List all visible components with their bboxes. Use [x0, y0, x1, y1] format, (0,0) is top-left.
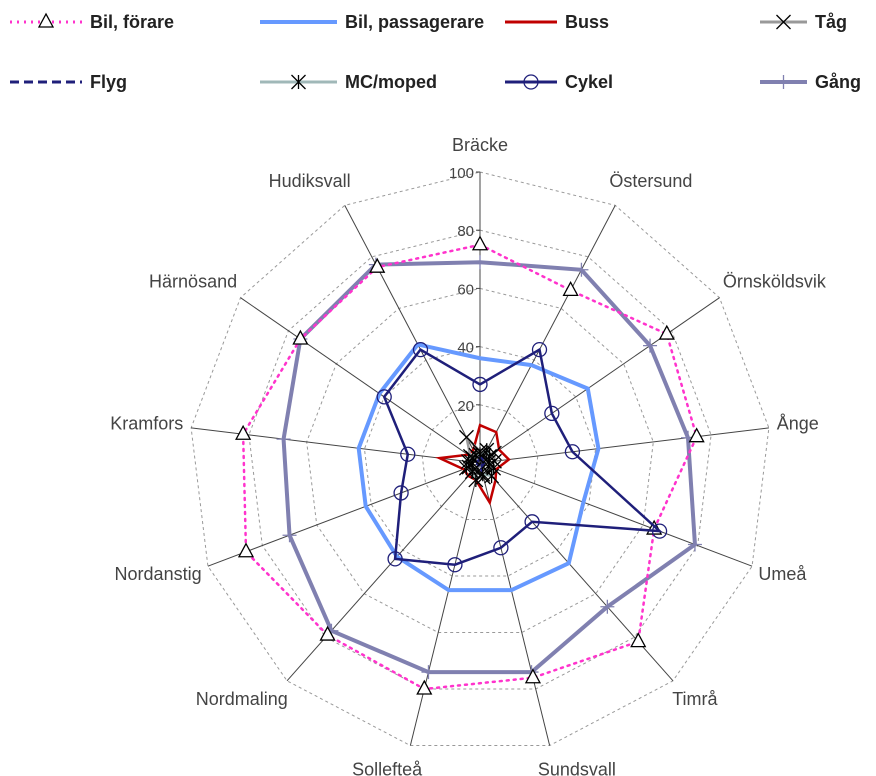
category-label: Ånge — [777, 414, 819, 434]
legend-item: Bil, förare — [10, 12, 174, 32]
marker — [292, 329, 309, 345]
marker — [447, 557, 463, 573]
marker — [282, 528, 297, 543]
marker — [471, 235, 489, 251]
marker — [37, 12, 55, 28]
marker — [524, 668, 542, 684]
marker — [643, 338, 658, 353]
legend-label: Flyg — [90, 72, 127, 92]
legend-label: Tåg — [815, 12, 847, 32]
legend-label: Buss — [565, 12, 609, 32]
legend-label: Cykel — [565, 72, 613, 92]
category-label: Timrå — [672, 689, 718, 709]
legend-item: Bil, passagerare — [260, 12, 484, 32]
grid-ring — [248, 229, 712, 690]
legend-item: Tåg — [760, 12, 847, 32]
legend-label: Bil, förare — [90, 12, 174, 32]
legend-label: Bil, passagerare — [345, 12, 484, 32]
category-label: Bräcke — [452, 135, 508, 155]
spoke — [479, 462, 674, 682]
series-line — [241, 243, 698, 691]
category-label: Umeå — [758, 564, 807, 584]
spoke — [479, 427, 769, 464]
marker — [237, 542, 255, 558]
marker — [369, 257, 386, 273]
spoke — [479, 297, 720, 464]
legend-item: MC/moped — [260, 72, 437, 92]
marker — [421, 665, 436, 680]
marker — [387, 551, 403, 567]
marker — [600, 599, 615, 614]
marker — [544, 405, 560, 422]
marker — [630, 632, 647, 648]
marker — [687, 537, 702, 552]
tick-label: 60 — [457, 281, 474, 298]
series-line — [356, 342, 601, 593]
marker — [562, 280, 579, 297]
spoke — [286, 462, 481, 682]
legend-item: Flyg — [10, 72, 127, 92]
tick-label: 80 — [457, 223, 474, 240]
marker — [472, 376, 488, 393]
category-label: Härnösand — [149, 272, 237, 292]
marker — [235, 424, 252, 440]
spoke — [409, 462, 481, 746]
marker — [393, 485, 409, 501]
category-label: Sollefteå — [352, 760, 423, 776]
spoke — [240, 297, 481, 464]
grid-ring — [421, 404, 539, 521]
marker — [531, 341, 548, 358]
marker — [776, 75, 791, 89]
marker — [523, 74, 539, 90]
spoke — [479, 462, 551, 746]
legend-item: Cykel — [505, 72, 613, 92]
series-line — [382, 347, 664, 566]
marker — [688, 427, 705, 443]
category-label: Nordanstig — [115, 564, 202, 584]
grid-ring — [306, 287, 654, 634]
marker — [473, 255, 487, 270]
category-label: Sundsvall — [538, 760, 616, 776]
spoke — [207, 462, 481, 567]
category-label: Kramfors — [110, 414, 183, 434]
legend-label: Gång — [815, 72, 861, 92]
category-label: Östersund — [609, 171, 692, 191]
grid-ring — [190, 171, 770, 747]
legend-label: MC/moped — [345, 72, 437, 92]
category-label: Örnsköldsvik — [723, 272, 827, 292]
category-label: Hudiksvall — [269, 171, 351, 191]
marker — [776, 14, 791, 30]
marker — [484, 468, 500, 484]
legend-item: Gång — [760, 72, 861, 92]
grid-ring — [363, 346, 597, 577]
marker — [564, 444, 581, 460]
spoke — [479, 462, 753, 567]
marker — [276, 432, 291, 447]
marker — [468, 447, 484, 463]
tick-label: 100 — [449, 165, 474, 182]
marker — [291, 74, 306, 90]
marker — [658, 324, 675, 340]
marker — [574, 262, 589, 277]
legend-item: Buss — [505, 12, 609, 32]
spoke — [344, 205, 481, 464]
marker — [416, 679, 433, 695]
category-label: Nordmaling — [196, 689, 288, 709]
marker — [524, 514, 540, 530]
tick-label: 20 — [457, 398, 474, 415]
series-line — [434, 423, 511, 506]
series-line — [281, 260, 698, 675]
spoke — [479, 205, 616, 464]
marker — [400, 446, 416, 462]
marker — [319, 625, 336, 641]
marker — [651, 523, 668, 539]
marker — [475, 466, 491, 482]
marker — [412, 341, 429, 358]
marker — [459, 429, 474, 445]
marker — [493, 540, 509, 556]
marker — [376, 389, 392, 405]
